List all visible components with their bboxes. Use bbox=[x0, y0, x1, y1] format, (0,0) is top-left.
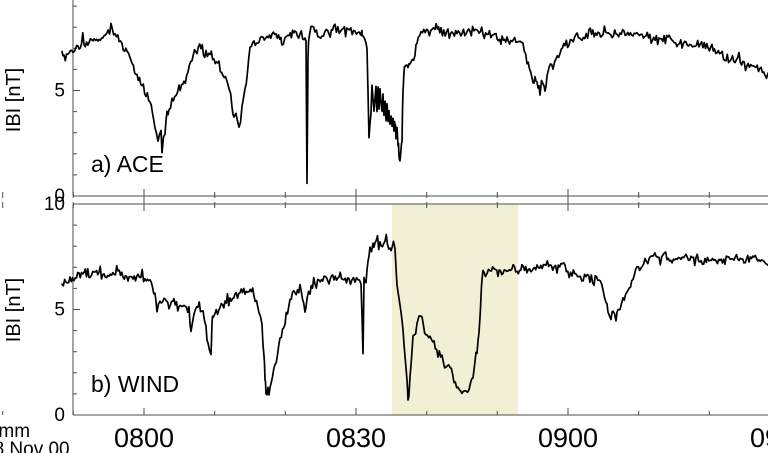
svg-text:IBI [nT]: IBI [nT] bbox=[3, 278, 25, 342]
svg-text:5: 5 bbox=[54, 300, 65, 321]
svg-text:a) ACE: a) ACE bbox=[91, 151, 164, 177]
svg-text:0900: 0900 bbox=[538, 423, 598, 453]
svg-text:0830: 0830 bbox=[326, 423, 386, 453]
svg-text:IBI [nT]: IBI [nT] bbox=[3, 68, 25, 132]
svg-text:0930: 0930 bbox=[750, 423, 768, 453]
svg-text:10: 10 bbox=[44, 194, 65, 215]
svg-text:08 Nov 00: 08 Nov 00 bbox=[0, 439, 70, 453]
svg-text:0800: 0800 bbox=[114, 423, 174, 453]
svg-text:5: 5 bbox=[54, 81, 65, 102]
svg-text:0: 0 bbox=[54, 405, 65, 426]
svg-text:b) WIND: b) WIND bbox=[91, 371, 179, 397]
